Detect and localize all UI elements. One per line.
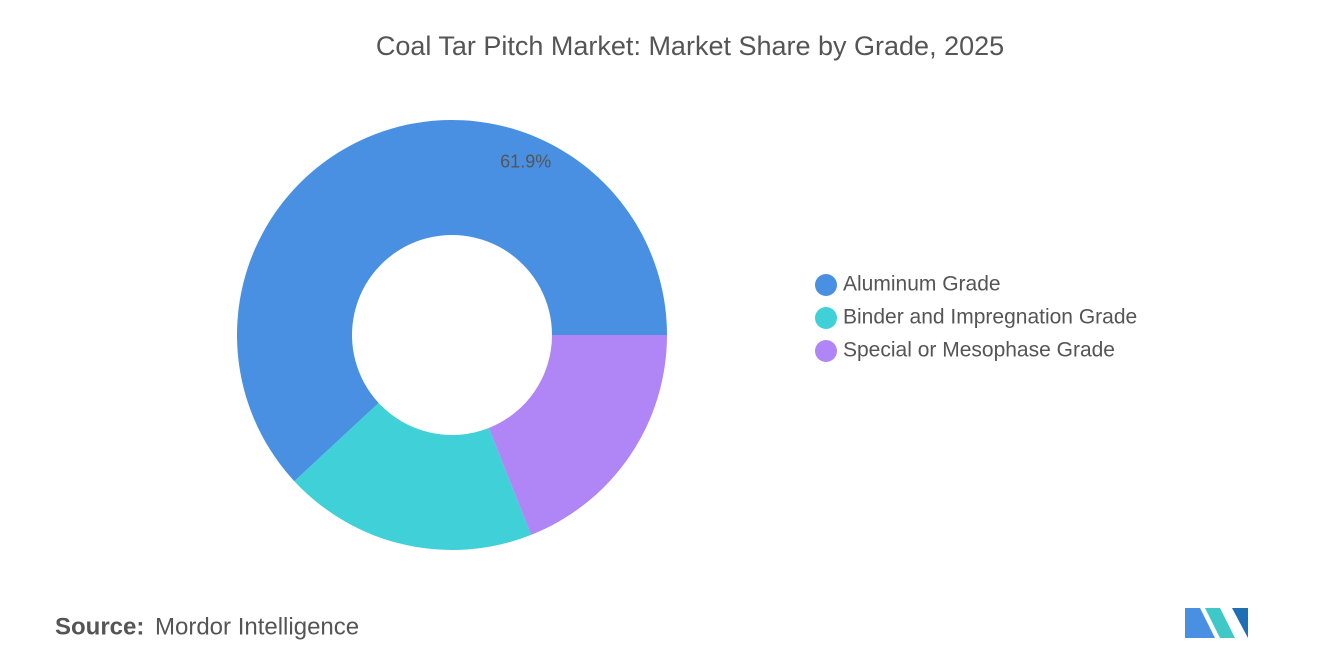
logo-part	[1232, 608, 1248, 638]
legend-marker	[815, 340, 837, 362]
logo-part	[1205, 608, 1235, 638]
donut-slice	[488, 335, 667, 535]
source: Mordor Intelligence	[155, 613, 359, 640]
data-label: 61.9%	[500, 151, 551, 171]
source-label: Source:	[55, 613, 144, 640]
logo	[1185, 608, 1248, 638]
legend-label: Aluminum Grade	[843, 273, 1001, 296]
donut-slice	[237, 120, 667, 482]
legend-marker	[815, 307, 837, 329]
donut-slice	[294, 402, 532, 550]
legend-label: Binder and Impregnation Grade	[843, 306, 1137, 329]
chart-title: Coal Tar Pitch Market: Market Share by G…	[376, 31, 1004, 61]
legend-label: Special or Mesophase Grade	[843, 339, 1115, 362]
legend-marker	[815, 274, 837, 296]
logo-part	[1185, 608, 1215, 638]
